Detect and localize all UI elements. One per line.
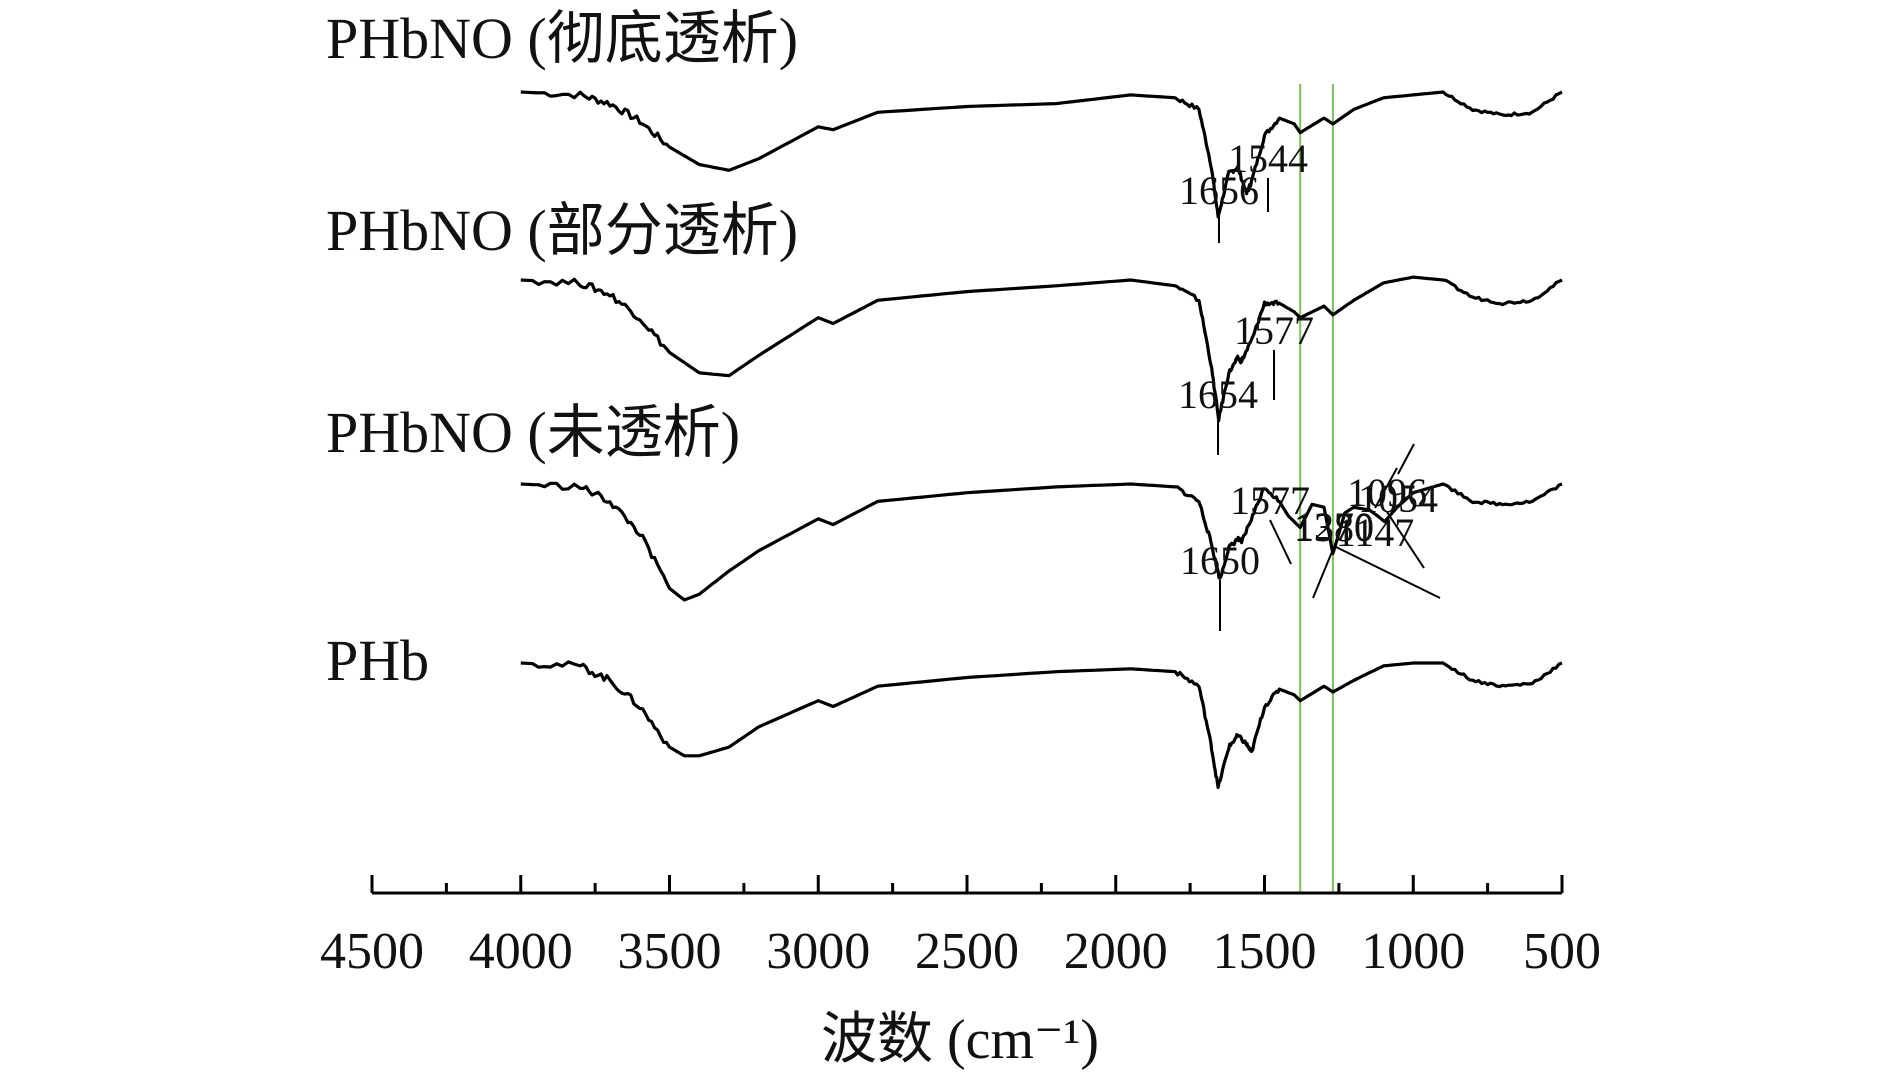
peak-label-0-0: 1656 xyxy=(1179,168,1259,213)
peak-label-0-1: 1544 xyxy=(1228,136,1308,181)
x-tick-label: 4000 xyxy=(469,923,573,980)
spectrum-trace-2 xyxy=(520,481,1563,602)
peak-label-2-3: 1270 xyxy=(1294,504,1374,549)
series-labels: PHbNO (彻底透析) PHbNO (部分透析) PHbNO (未透析) PHb xyxy=(326,6,798,693)
peak-leader-2-5 xyxy=(1386,511,1425,569)
peak-label-2-6: 1054 xyxy=(1358,476,1438,521)
peak-leader-2-1 xyxy=(1269,519,1292,565)
series-label-1: PHbNO (部分透析) xyxy=(326,198,798,263)
peak-leader-2-4 xyxy=(1374,467,1398,509)
peak-label-1-0: 1654 xyxy=(1178,372,1258,417)
x-axis-title: 波数 (cm⁻¹) xyxy=(821,1009,1099,1071)
x-tick-label: 500 xyxy=(1523,923,1601,980)
spectrum-trace-3 xyxy=(520,660,1563,790)
spectra-traces xyxy=(520,90,1563,790)
peak-label-2-1: 1577 xyxy=(1230,478,1310,523)
spectrum-trace-1 xyxy=(520,275,1563,423)
peak-label-2-5: 1096 xyxy=(1347,470,1427,515)
peak-leader-2-2 xyxy=(1312,546,1335,599)
x-tick-label: 3000 xyxy=(766,923,870,980)
x-tick-label: 1000 xyxy=(1361,923,1465,980)
peak-label-1-1: 1577 xyxy=(1234,308,1314,353)
x-tick-label: 1500 xyxy=(1213,923,1317,980)
x-axis: 4500 4000 3500 3000 2500 2000 1500 1000 500 xyxy=(320,875,1601,980)
spectrum-trace-0 xyxy=(520,90,1563,219)
reference-lines xyxy=(1299,84,1334,893)
peak-leader-2-6 xyxy=(1397,443,1415,475)
peak-label-2-2: 1380 xyxy=(1294,505,1374,550)
series-label-0: PHbNO (彻底透析) xyxy=(326,6,798,71)
series-label-3: PHb xyxy=(326,628,429,693)
peak-annotations: 1656154416541577165015771380127011471096… xyxy=(1178,136,1441,631)
peak-label-2-0: 1650 xyxy=(1180,538,1260,583)
x-tick-label: 3500 xyxy=(618,923,722,980)
x-tick-label: 4500 xyxy=(320,923,424,980)
x-tick-label: 2500 xyxy=(915,923,1019,980)
series-label-2: PHbNO (未透析) xyxy=(326,400,740,465)
x-tick-label: 2000 xyxy=(1064,923,1168,980)
peak-leader-2-3 xyxy=(1333,545,1441,599)
